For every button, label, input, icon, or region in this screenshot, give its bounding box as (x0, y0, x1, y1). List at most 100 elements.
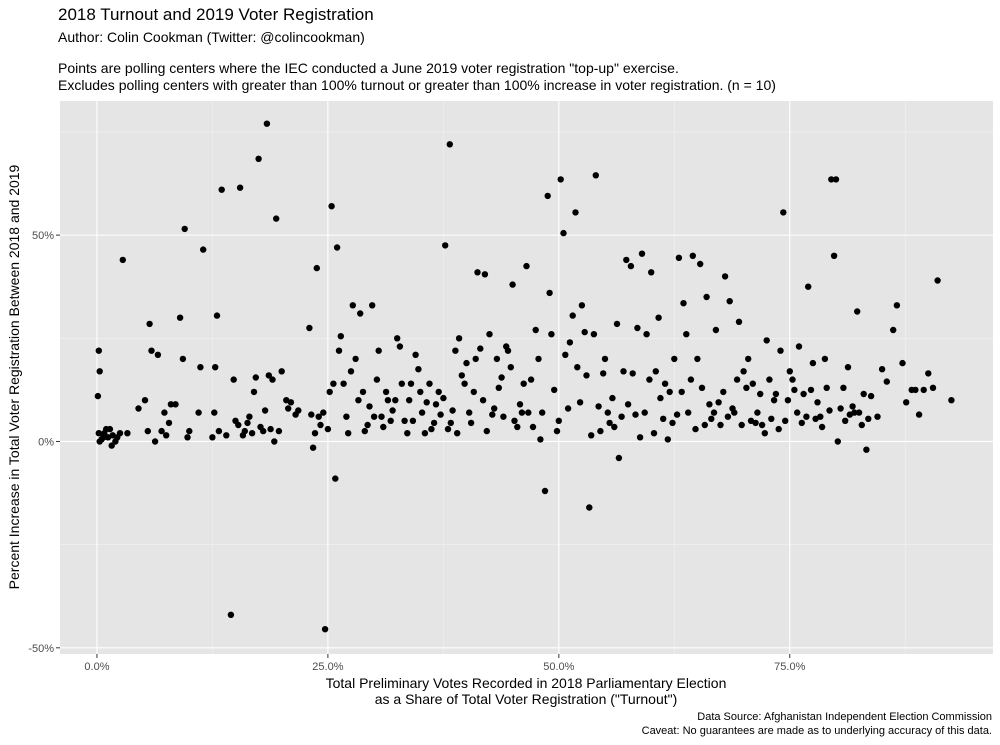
data-point (652, 368, 659, 375)
data-point (780, 209, 787, 216)
data-point (572, 209, 579, 216)
data-point (541, 487, 549, 495)
data-point (643, 331, 650, 338)
data-point (650, 430, 658, 437)
data-point (634, 324, 641, 332)
data-point (803, 413, 810, 420)
data-point (592, 172, 599, 179)
data-point (135, 405, 142, 412)
data-point (267, 425, 274, 433)
data-point (96, 368, 103, 375)
data-point (154, 351, 162, 358)
data-point (495, 384, 502, 391)
data-point (423, 399, 430, 406)
data-point (380, 423, 387, 431)
data-point (211, 409, 218, 416)
data-point (834, 438, 841, 445)
data-point (349, 302, 356, 309)
data-point (551, 386, 558, 394)
data-point (511, 417, 518, 424)
data-point (493, 355, 501, 363)
data-point (333, 244, 341, 251)
data-point (934, 277, 941, 284)
y-axis-ticks: -50% 0% 50% (28, 230, 60, 655)
data-point (514, 423, 521, 431)
data-point (912, 386, 919, 394)
data-point (867, 392, 875, 400)
data-point (246, 413, 253, 420)
data-point (789, 376, 796, 383)
data-point (903, 399, 910, 406)
x-axis-label-line-2: as a Share of Total Voter Registration (… (375, 691, 678, 707)
data-point (595, 403, 602, 410)
data-point (472, 355, 479, 363)
data-point (576, 399, 584, 406)
data-point (807, 386, 815, 394)
data-point (382, 388, 390, 396)
data-point (832, 176, 840, 183)
data-point (574, 364, 581, 371)
data-point (144, 427, 151, 435)
data-point (407, 380, 415, 387)
data-point (883, 378, 890, 385)
data-point (95, 430, 103, 437)
data-point (805, 283, 812, 290)
data-point (324, 425, 332, 433)
data-points (94, 120, 955, 633)
data-point (840, 384, 847, 391)
data-point (404, 430, 411, 437)
data-point (181, 225, 188, 233)
data-point (627, 262, 635, 270)
data-point (195, 409, 202, 416)
data-point (893, 302, 901, 309)
data-point (432, 401, 440, 408)
data-point (151, 438, 159, 445)
data-point (252, 374, 259, 381)
data-point (340, 380, 347, 387)
data-point (355, 397, 362, 404)
data-point (648, 269, 655, 276)
data-point (623, 256, 630, 264)
data-point (685, 409, 692, 416)
data-point (366, 403, 373, 410)
data-point (525, 409, 532, 416)
data-point (474, 269, 481, 276)
x-tick-label: 50.0% (543, 661, 574, 673)
data-point (615, 454, 623, 462)
data-point (295, 407, 302, 414)
data-point (583, 372, 590, 379)
data-point (539, 409, 546, 416)
data-point (287, 399, 295, 406)
data-point (516, 401, 524, 408)
data-point (849, 403, 856, 410)
data-point (948, 397, 955, 404)
data-point (309, 444, 317, 451)
data-point (708, 415, 715, 422)
data-point (766, 376, 773, 383)
data-point (641, 409, 648, 416)
data-point (343, 413, 350, 420)
data-point (396, 343, 404, 350)
data-point (629, 370, 636, 377)
data-point (697, 260, 704, 268)
data-point (527, 376, 535, 383)
data-point (378, 413, 385, 420)
data-point (529, 423, 537, 431)
data-point (620, 368, 627, 375)
data-point (230, 376, 237, 383)
data-point (116, 430, 124, 437)
data-point (213, 312, 221, 319)
data-point (624, 401, 632, 408)
data-point (638, 250, 646, 257)
data-point (271, 438, 278, 445)
data-point (212, 364, 219, 371)
data-point (209, 434, 216, 441)
data-point (161, 409, 168, 416)
data-point (844, 364, 852, 371)
data-point (437, 411, 444, 418)
data-point (466, 409, 473, 416)
caveat-caption: Caveat: No guarantees are made as to und… (641, 725, 992, 737)
data-point (172, 401, 179, 408)
data-point (315, 413, 322, 420)
data-point (311, 430, 319, 437)
